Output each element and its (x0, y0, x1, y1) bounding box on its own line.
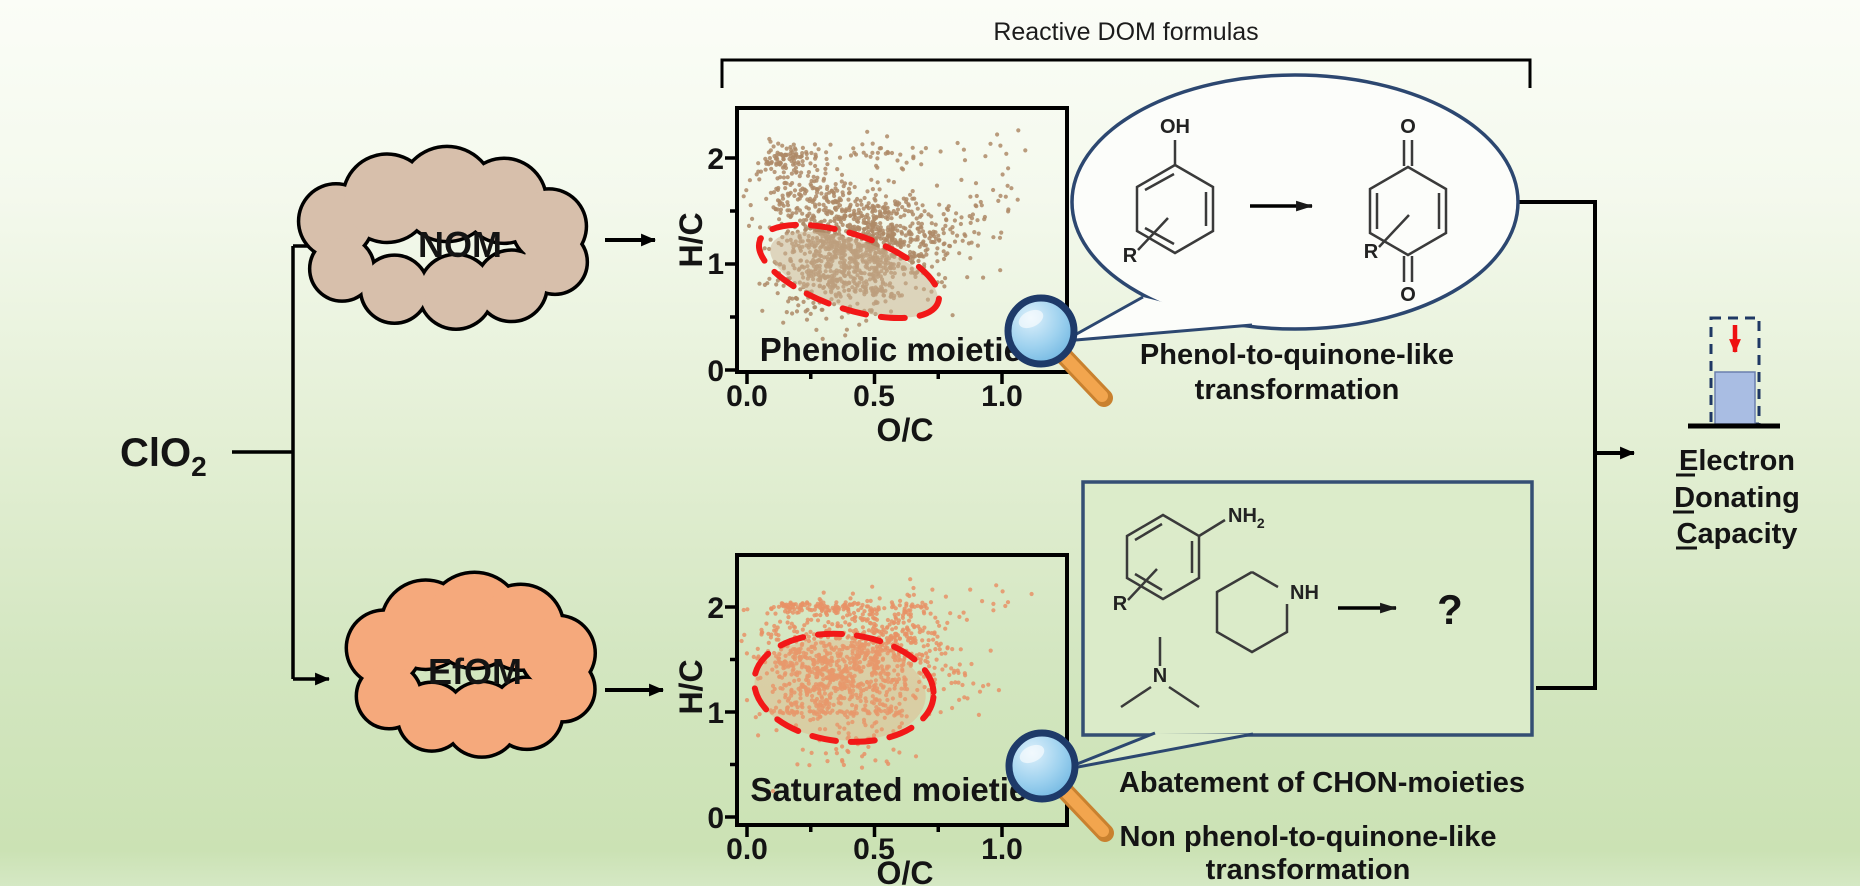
plot-efom-ytick-1: 1 (707, 697, 724, 730)
plot-nom-dashed-ellipse (755, 221, 943, 322)
plot-efom-ytick-2: 2 (707, 592, 724, 625)
capacity-drop-icon (1688, 316, 1780, 429)
plot-nom-xlabel: O/C (877, 412, 934, 448)
amine-structure: N (1120, 637, 1200, 709)
quinone-structure: O O R (1364, 116, 1448, 306)
plot-nom-annotation: Phenolic moieties (760, 331, 1041, 368)
plot-efom-ylabel: H/C (673, 659, 709, 714)
bracket-title: Reactive DOM formulas (993, 18, 1258, 46)
efom-cloud (344, 570, 598, 759)
plot-nom-ytick-2: 2 (707, 143, 724, 176)
unknown-product-label: ? (1437, 586, 1463, 633)
magnifier-icon-top (1004, 294, 1113, 407)
plot-nom-xtick-1: 0.5 (853, 380, 895, 413)
nom-cloud (296, 144, 590, 331)
quinone-o-top-label: O (1400, 116, 1416, 138)
nom-cloud-label: NOM (418, 224, 502, 265)
plot-efom-dashed-ellipse (751, 630, 937, 745)
phenol-r-label: R (1123, 245, 1138, 267)
plot-efom-soft-region (754, 639, 926, 741)
edc-initial-underlines (1673, 473, 1697, 550)
merge-connector (1518, 200, 1597, 690)
plot-nom-ylabel: H/C (673, 212, 709, 267)
edc-group: Electron Donating Capacity (1673, 316, 1800, 550)
plot-efom-xtick-2: 1.0 (981, 833, 1023, 866)
chon-box (1081, 480, 1534, 737)
plot-efom: 0 1 2 0.0 0.5 1.0 O/C H/C Saturated moie… (673, 553, 1069, 886)
caption-non-phenol-1: Non phenol-to-quinone-like (1120, 821, 1497, 853)
bracket-line (720, 58, 1532, 88)
plot-efom-frame (735, 553, 1069, 827)
edc-line-3: Capacity (1677, 518, 1798, 550)
quinone-r-label: R (1364, 241, 1379, 263)
plot-nom-ytick-1: 1 (707, 248, 724, 281)
amine-n-label: N (1153, 665, 1167, 687)
plot-nom-highlights (755, 221, 943, 322)
caption-phenol-quinone-2: transformation (1195, 374, 1400, 406)
plot-efom-dots (739, 577, 1034, 794)
plot-efom-xlabel: O/C (877, 855, 934, 886)
branch-connector (232, 246, 295, 679)
edc-line-1: Electron (1679, 445, 1795, 477)
caption-phenol-quinone-1: Phenol-to-quinone-like (1140, 339, 1454, 371)
plot-efom-xtick-0: 0.0 (726, 833, 768, 866)
plot-efom-highlights (751, 630, 937, 745)
magnifier-icon-bottom (1005, 729, 1114, 842)
piperidine-nh-label: NH (1290, 582, 1319, 604)
piperidine-structure: NH (1215, 570, 1319, 654)
aniline-structure: NH2 R (1113, 505, 1265, 615)
reagent-label: ClO2 (120, 431, 207, 482)
phenol-structure: OH R (1123, 116, 1215, 267)
plot-efom-xtick-1: 0.5 (853, 833, 895, 866)
efom-cloud-label: EfOM (428, 651, 522, 692)
plot-nom: 0 1 2 0.0 0.5 1.0 O/C H/C Phenolic moiet… (673, 106, 1069, 448)
plot-nom-ticks (725, 156, 1004, 384)
bubble-ellipse (1070, 73, 1520, 331)
callout-phenol-quinone: OH R O O R Phenol-to-quinone-like transf… (1063, 73, 1520, 406)
plot-nom-ytick-0: 0 (707, 355, 724, 388)
plot-nom-frame (735, 106, 1069, 374)
aniline-nh2-label: NH2 (1228, 505, 1265, 531)
caption-non-phenol-2: transformation (1206, 854, 1411, 886)
caption-chon-abatement: Abatement of CHON-moieties (1119, 767, 1525, 799)
bubble-tail-fill (1064, 297, 1252, 341)
aniline-r-label: R (1113, 593, 1128, 615)
edc-line-2: Donating (1674, 482, 1800, 514)
plot-efom-ticks (725, 605, 1004, 837)
callout-chon: NH2 R NH N ? (1061, 480, 1534, 772)
plot-efom-annotation: Saturated moieties (750, 771, 1045, 808)
plot-nom-soft-region (770, 231, 939, 318)
plot-nom-xtick-2: 1.0 (981, 380, 1023, 413)
quinone-o-bottom-label: O (1400, 284, 1416, 306)
plot-nom-xtick-0: 0.0 (726, 380, 768, 413)
plot-efom-ytick-0: 0 (707, 802, 724, 835)
phenol-oh-label: OH (1160, 116, 1190, 138)
